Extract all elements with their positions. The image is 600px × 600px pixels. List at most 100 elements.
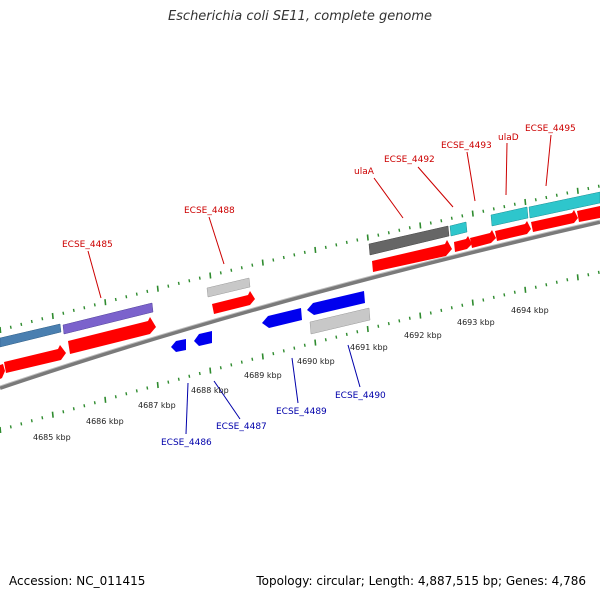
gene-label-ulaD[interactable]: ulaD bbox=[498, 133, 519, 143]
outer-tick bbox=[314, 246, 317, 253]
forward-gene-labels: ECSE_4485 ECSE_4488 ulaA ECSE_4492 ECSE_… bbox=[62, 124, 576, 250]
gene-label-ECSE_4493[interactable]: ECSE_4493 bbox=[441, 141, 492, 151]
feature-cyan-ulaD[interactable] bbox=[490, 206, 529, 227]
cds-red-c[interactable] bbox=[68, 317, 156, 354]
gene-label-ECSE_4489[interactable]: ECSE_4489 bbox=[276, 407, 327, 417]
inner-tick bbox=[366, 325, 369, 333]
outer-tick bbox=[104, 299, 107, 306]
outer-tick bbox=[72, 308, 75, 313]
cds-red-4495a[interactable] bbox=[531, 210, 578, 232]
inner-tick bbox=[240, 360, 243, 364]
scale-label: 4689 kbp bbox=[244, 371, 282, 380]
feature-gray-4488[interactable] bbox=[206, 277, 251, 298]
cds-red-4495b[interactable] bbox=[577, 206, 600, 222]
callout-line-4495 bbox=[545, 134, 552, 187]
inner-tick bbox=[261, 353, 264, 360]
inner-tick bbox=[408, 316, 411, 320]
feature-darkgray-ulaA[interactable] bbox=[368, 225, 450, 256]
inner-tick bbox=[198, 371, 201, 376]
outer-tick bbox=[408, 226, 411, 230]
scale-label: 4690 kbp bbox=[297, 357, 335, 366]
outer-tick bbox=[566, 191, 569, 195]
inner-tick bbox=[83, 404, 86, 408]
cds-blue-4486[interactable] bbox=[171, 339, 186, 352]
inner-tick bbox=[177, 377, 180, 381]
inner-tick bbox=[9, 425, 12, 429]
cds-red-a[interactable] bbox=[0, 364, 5, 379]
outer-tick bbox=[419, 222, 422, 229]
gene-label-ECSE_4485[interactable]: ECSE_4485 bbox=[62, 240, 113, 250]
cds-red-4488[interactable] bbox=[212, 291, 255, 314]
cds-red-ulaA[interactable] bbox=[372, 240, 452, 272]
cds-blue-4487[interactable] bbox=[194, 331, 212, 346]
outer-tick bbox=[324, 245, 327, 250]
inner-tick bbox=[104, 396, 107, 403]
outer-tick bbox=[0, 326, 2, 334]
gene-label-ECSE_4486[interactable]: ECSE_4486 bbox=[161, 438, 212, 448]
gene-label-ECSE_4487[interactable]: ECSE_4487 bbox=[216, 422, 267, 432]
outer-tick bbox=[471, 210, 474, 217]
callout-line-4487 bbox=[213, 380, 241, 420]
inner-tick bbox=[587, 273, 590, 277]
outer-tick bbox=[51, 312, 54, 320]
outer-tick bbox=[597, 184, 600, 188]
scale-label: 4693 kbp bbox=[457, 318, 495, 327]
cds-blue-4489[interactable] bbox=[262, 308, 302, 328]
feature-cyan-4492[interactable] bbox=[449, 221, 468, 237]
inner-tick bbox=[282, 349, 285, 353]
outer-tick bbox=[429, 221, 432, 225]
outer-tick bbox=[335, 243, 338, 247]
gene-label-ECSE_4488[interactable]: ECSE_4488 bbox=[184, 206, 235, 216]
outer-tick bbox=[261, 259, 264, 266]
gene-label-ECSE_4490[interactable]: ECSE_4490 bbox=[335, 391, 386, 401]
genome-backbone-highlight bbox=[0, 219, 600, 387]
inner-tick bbox=[566, 278, 569, 282]
feature-cyan-4495[interactable] bbox=[528, 191, 600, 219]
cds-red-4493[interactable] bbox=[470, 230, 496, 248]
outer-tick bbox=[93, 303, 96, 307]
cds-red-b[interactable] bbox=[4, 345, 66, 373]
gene-label-ECSE_4492[interactable]: ECSE_4492 bbox=[384, 155, 435, 165]
inner-tick bbox=[461, 303, 464, 307]
outer-tick bbox=[587, 186, 590, 191]
feature-steelblue[interactable] bbox=[0, 323, 62, 348]
scale-label: 4688 kbp bbox=[191, 386, 229, 395]
outer-tick bbox=[188, 279, 191, 283]
inner-tick bbox=[167, 380, 170, 384]
cds-red-4492[interactable] bbox=[454, 236, 472, 252]
outer-tick bbox=[230, 268, 233, 272]
callout-line-ulaA bbox=[373, 177, 404, 219]
outer-tick bbox=[503, 204, 506, 209]
reverse-gene-labels: ECSE_4486 ECSE_4487 ECSE_4489 ECSE_4490 bbox=[161, 391, 386, 448]
inner-tick bbox=[482, 298, 485, 302]
outer-tick bbox=[345, 240, 348, 245]
outer-tick bbox=[167, 284, 170, 288]
inner-tick bbox=[62, 410, 65, 414]
outer-tick bbox=[513, 202, 516, 206]
feature-purple[interactable] bbox=[62, 302, 154, 335]
inner-tick bbox=[230, 363, 233, 367]
inner-tick bbox=[555, 280, 558, 284]
outer-tick bbox=[125, 295, 128, 299]
inner-tick bbox=[503, 293, 506, 297]
feature-gray-4490[interactable] bbox=[309, 307, 371, 335]
outer-tick bbox=[135, 292, 138, 296]
outer-tick bbox=[356, 238, 359, 242]
inner-tick bbox=[272, 351, 275, 356]
outer-tick bbox=[450, 216, 453, 220]
outer-tick bbox=[219, 271, 222, 275]
scale-label: 4687 kbp bbox=[138, 401, 176, 410]
outer-tick bbox=[198, 276, 201, 280]
cds-red-ulaD[interactable] bbox=[495, 221, 531, 241]
outer-tick-row bbox=[0, 184, 600, 334]
gene-label-ulaA[interactable]: ulaA bbox=[354, 167, 375, 177]
inner-tick bbox=[146, 386, 149, 390]
inner-tick bbox=[72, 407, 75, 411]
gene-label-ECSE_4495[interactable]: ECSE_4495 bbox=[525, 124, 576, 134]
inner-tick bbox=[377, 324, 380, 328]
map-title: Escherichia coli SE11, complete genome bbox=[167, 9, 433, 24]
inner-tick bbox=[440, 308, 443, 313]
cds-blue-4490[interactable] bbox=[307, 291, 365, 315]
outer-tick bbox=[114, 297, 117, 302]
